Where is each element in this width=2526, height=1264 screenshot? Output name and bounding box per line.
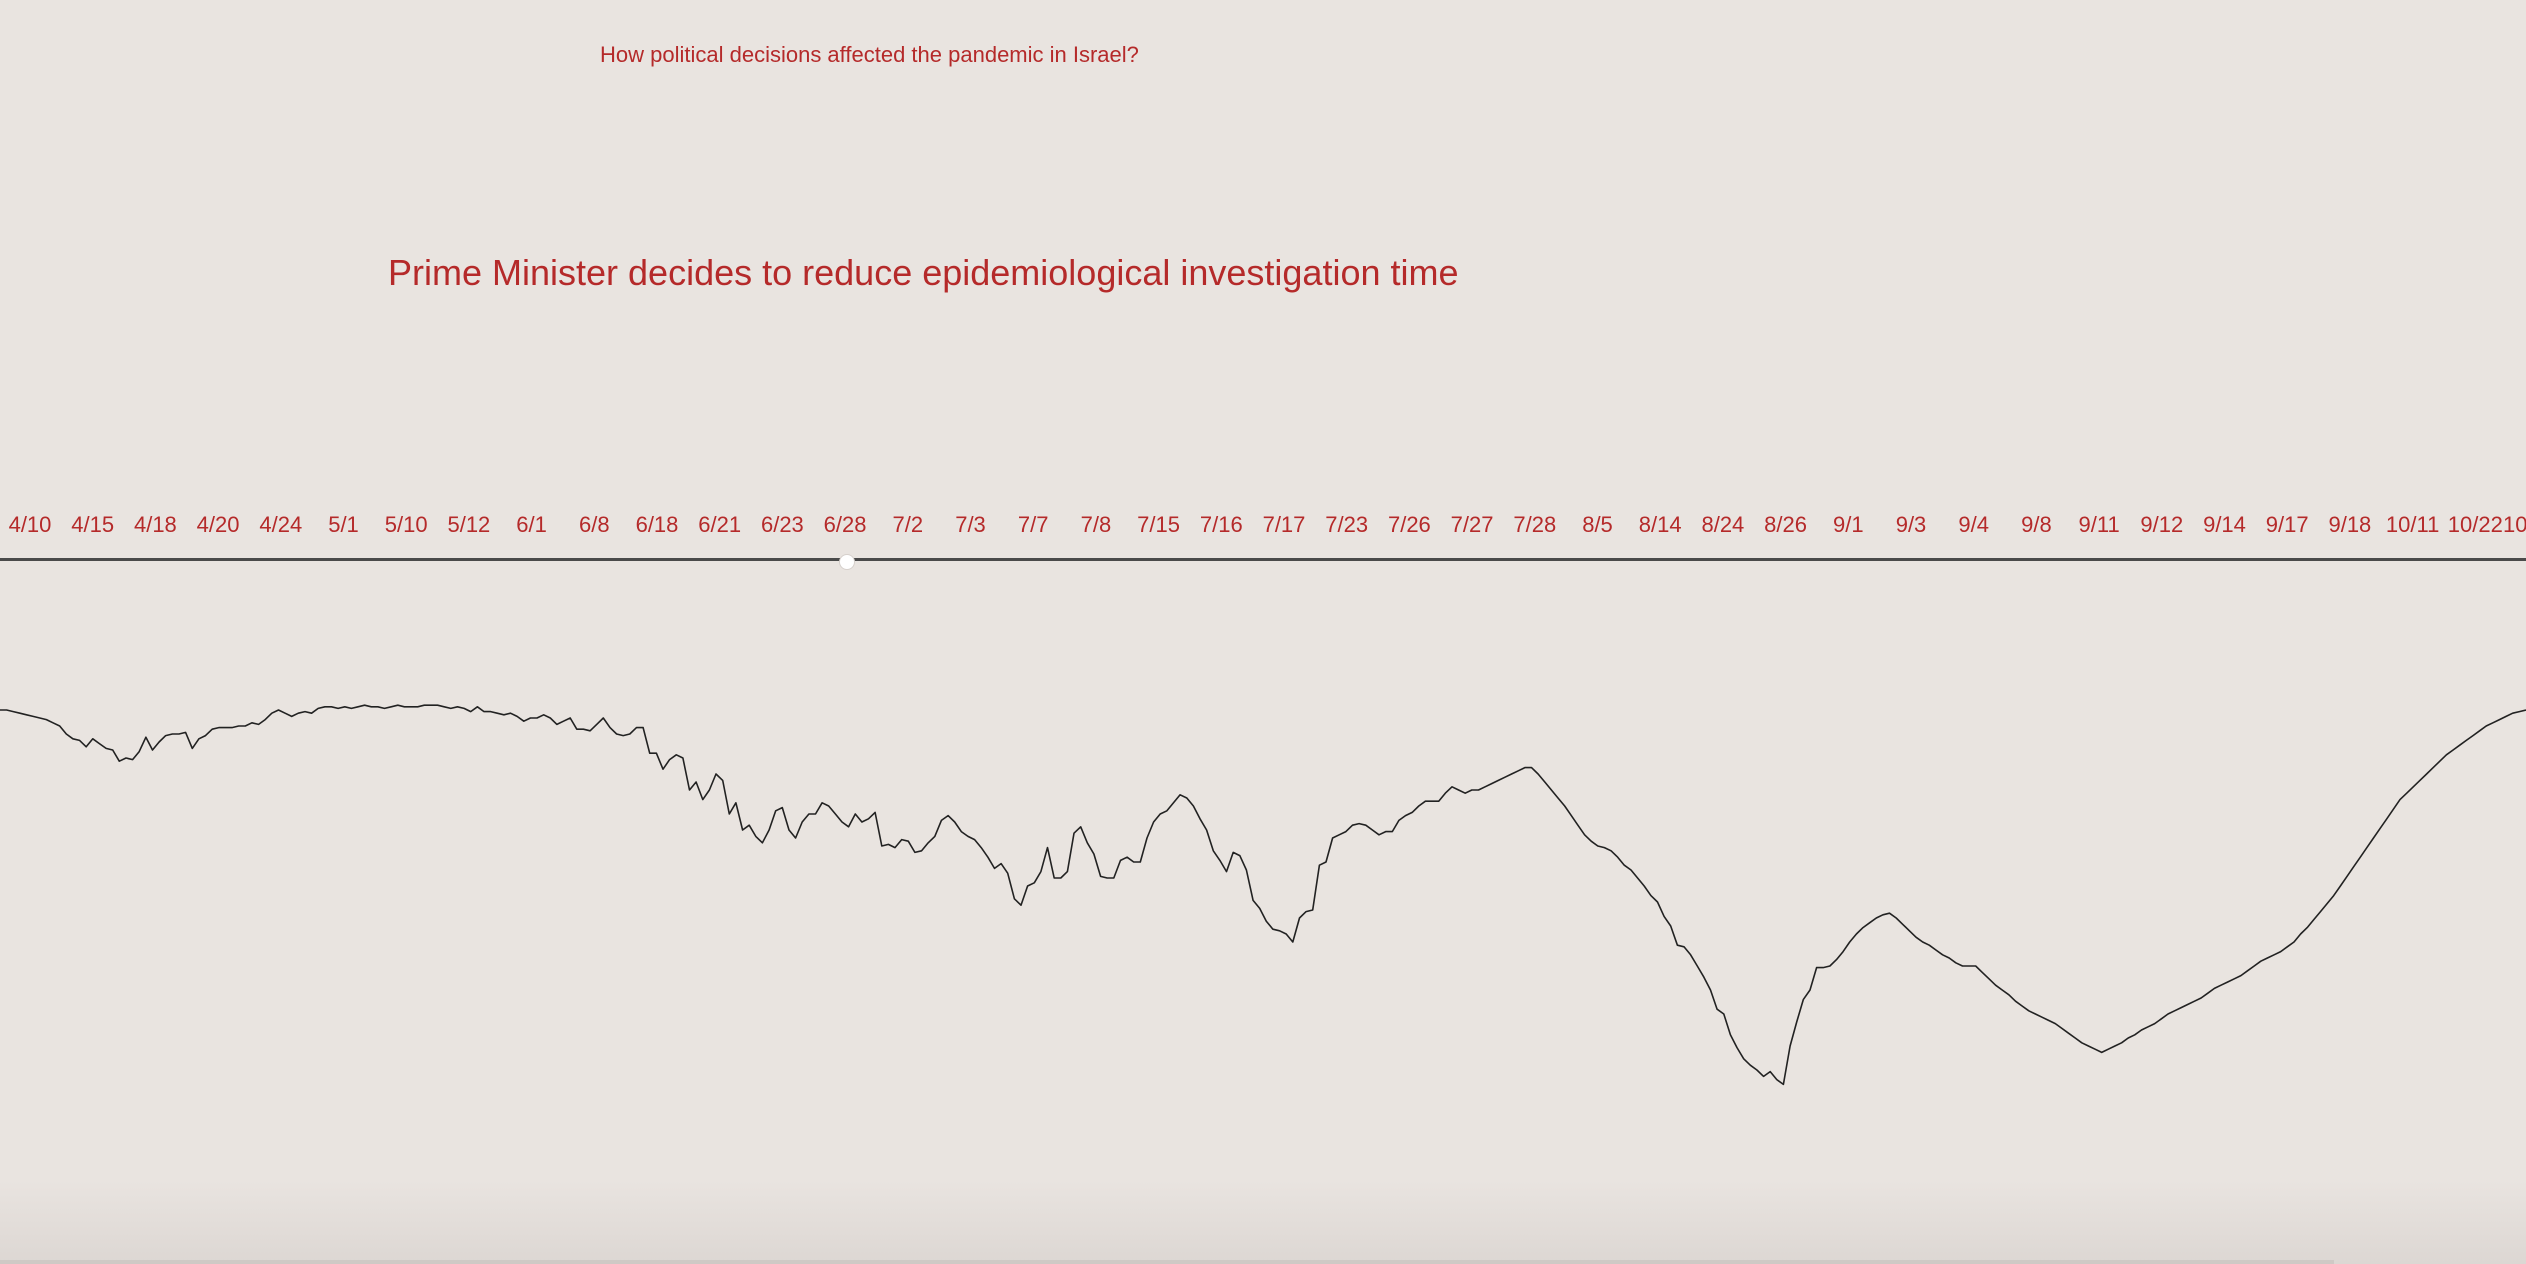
timeline-date-label[interactable]: 10/22 xyxy=(2447,512,2503,537)
timeline-date-label[interactable]: 4/24 xyxy=(259,512,303,537)
timeline-date-label[interactable]: 7/27 xyxy=(1450,512,1494,537)
timeline-date-label[interactable]: 9/4 xyxy=(1958,512,1989,537)
timeline-date-label[interactable]: 10/11 xyxy=(2385,512,2440,537)
timeline-date-label[interactable]: 7/23 xyxy=(1325,512,1369,537)
timeline-date-label[interactable]: 10 xyxy=(2503,512,2526,537)
timeline-date-label[interactable]: 9/8 xyxy=(2021,512,2052,537)
bottom-fade xyxy=(0,1180,2526,1264)
series-line xyxy=(0,704,2526,1086)
timeline-date-label[interactable]: 9/18 xyxy=(2328,512,2372,537)
timeline-date-label[interactable]: 5/12 xyxy=(447,512,491,537)
timeline-date-label[interactable]: 4/10 xyxy=(8,512,52,537)
timeline-date-label[interactable]: 5/1 xyxy=(328,512,359,537)
timeline-date-label[interactable]: 9/3 xyxy=(1895,512,1927,537)
timeline-date-label[interactable]: 6/21 xyxy=(698,512,742,537)
timeline-date-label[interactable]: 9/11 xyxy=(2078,512,2120,537)
timeline-date-label[interactable]: 8/24 xyxy=(1701,512,1745,537)
timeline-date-label[interactable]: 6/23 xyxy=(760,512,804,537)
timeline-date-label[interactable]: 9/17 xyxy=(2265,512,2309,537)
timeline-date-label[interactable]: 9/12 xyxy=(2140,512,2184,537)
timeline-date-label[interactable]: 7/15 xyxy=(1137,512,1181,537)
event-headline: Prime Minister decides to reduce epidemi… xyxy=(388,252,1459,293)
timeline-date-label[interactable]: 8/5 xyxy=(1582,512,1613,537)
timeline-date-label[interactable]: 4/15 xyxy=(71,512,115,537)
timeline-bar[interactable] xyxy=(0,558,2526,561)
timeline-date-label[interactable]: 4/20 xyxy=(196,512,240,537)
timeline-date-label[interactable]: 7/7 xyxy=(1017,512,1049,537)
timeline-handle[interactable] xyxy=(839,554,855,570)
timeline-date-label[interactable]: 7/16 xyxy=(1199,512,1243,537)
timeline-date-label[interactable]: 9/1 xyxy=(1833,512,1864,537)
timeline-date-label[interactable]: 6/1 xyxy=(516,512,547,537)
timeline-date-labels: 4/10 4/15 4/18 4/20 4/24 5/1 5/10 5/12 6/1 6/8 6/1… xyxy=(0,512,2526,544)
timeline-date-label[interactable]: 6/28 xyxy=(823,512,867,537)
timeline-date-label[interactable]: 7/26 xyxy=(1387,512,1431,537)
timeline-date-label[interactable]: 8/26 xyxy=(1764,512,1808,537)
bottom-edge xyxy=(0,1260,2334,1264)
timeline-date-label[interactable]: 5/10 xyxy=(384,512,428,537)
timeline-date-label[interactable]: 7/28 xyxy=(1513,512,1557,537)
timeline-date-label[interactable]: 6/18 xyxy=(635,512,679,537)
timeline-date-label[interactable]: 6/8 xyxy=(579,512,610,537)
timeline-date-label[interactable]: 7/8 xyxy=(1080,512,1112,537)
question-title: How political decisions affected the pan… xyxy=(600,42,1139,67)
timeline-date-label[interactable]: 7/2 xyxy=(892,512,924,537)
timeline-date-label[interactable]: 7/3 xyxy=(955,512,986,537)
timeline-date-label[interactable]: 8/14 xyxy=(1638,512,1682,537)
timeline-date-label[interactable]: 9/14 xyxy=(2203,512,2246,537)
timeline-date-label[interactable]: 7/17 xyxy=(1262,512,1306,537)
timeline-date-label[interactable]: 4/18 xyxy=(133,512,177,537)
